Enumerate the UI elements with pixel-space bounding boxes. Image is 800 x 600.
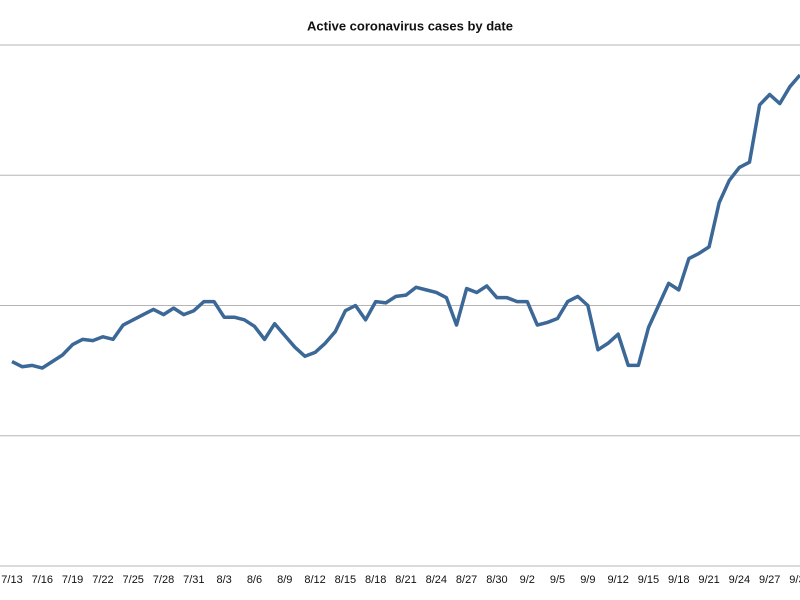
- x-tick-label: 9/15: [638, 574, 659, 586]
- x-tick-label: 7/31: [183, 574, 204, 586]
- x-tick-label: 9/2: [520, 574, 535, 586]
- x-tick-label: 9/24: [729, 574, 750, 586]
- x-tick-label: 8/3: [217, 574, 232, 586]
- x-tick-label: 9/12: [607, 574, 628, 586]
- x-tick-label: 7/13: [1, 574, 22, 586]
- x-tick-label: 9/18: [668, 574, 689, 586]
- x-tick-label: 7/25: [123, 574, 144, 586]
- x-tick-label: 9/21: [698, 574, 719, 586]
- x-tick-label: 8/30: [486, 574, 507, 586]
- x-tick-label: 8/27: [456, 574, 477, 586]
- x-tick-label: 8/15: [335, 574, 356, 586]
- x-tick-label: 8/18: [365, 574, 386, 586]
- x-tick-label: 8/6: [247, 574, 262, 586]
- x-tick-label: 9/9: [580, 574, 595, 586]
- x-tick-label: 7/22: [92, 574, 113, 586]
- x-tick-label: 9/5: [550, 574, 565, 586]
- x-tick-label: 7/28: [153, 574, 174, 586]
- x-tick-label: 9/30: [789, 574, 800, 586]
- x-tick-label: 8/24: [426, 574, 447, 586]
- x-tick-label: 8/9: [277, 574, 292, 586]
- x-tick-label: 8/12: [304, 574, 325, 586]
- chart-title: Active coronavirus cases by date: [307, 18, 513, 33]
- x-tick-label: 7/16: [32, 574, 53, 586]
- x-tick-label: 9/27: [759, 574, 780, 586]
- x-tick-label: 8/21: [395, 574, 416, 586]
- data-line: [11, 73, 800, 370]
- x-tick-label: 7/19: [62, 574, 83, 586]
